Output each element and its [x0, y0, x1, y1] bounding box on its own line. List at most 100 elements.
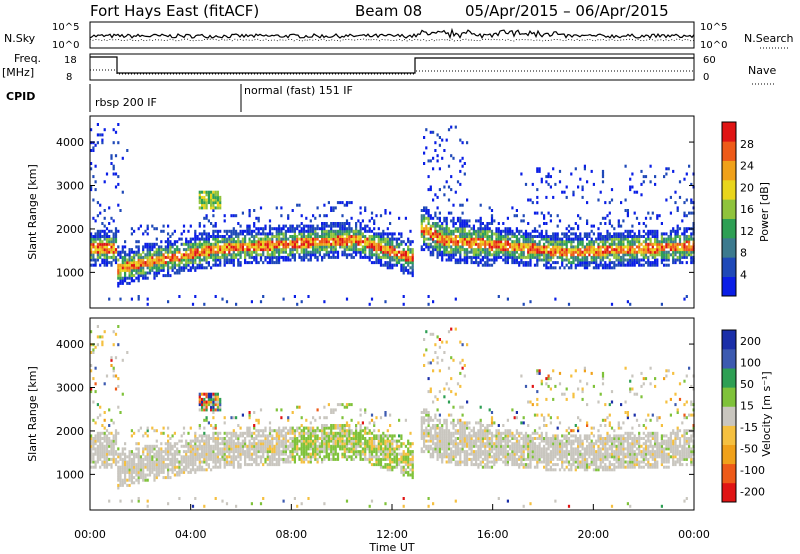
power-cell: [475, 240, 478, 244]
power-cell: [316, 206, 319, 210]
power-cell: [558, 266, 562, 270]
power-colorbar-tick-6: 4: [740, 268, 747, 281]
power-cell: [545, 261, 548, 265]
power-cell: [137, 297, 140, 301]
power-cell: [130, 261, 133, 265]
power-cell: [124, 240, 127, 244]
power-cell: [128, 266, 131, 270]
power-cell: [198, 224, 201, 228]
power-cell: [253, 245, 256, 249]
velocity-cell: [201, 468, 204, 472]
power-cell: [561, 190, 564, 194]
power-cell: [345, 235, 349, 238]
power-cell: [185, 237, 188, 241]
velocity-cell: [101, 450, 104, 454]
power-cell: [447, 242, 451, 246]
power-cell: [169, 240, 172, 244]
beam-title: Beam 08: [355, 2, 422, 20]
velocity-cell: [325, 442, 328, 446]
power-cell: [146, 250, 149, 254]
power-cell: [384, 250, 387, 254]
power-cell: [420, 248, 423, 252]
velocity-cell: [225, 502, 229, 506]
power-cell: [314, 237, 317, 241]
velocity-cell: [142, 476, 145, 480]
power-cell: [287, 255, 290, 259]
power-cell: [237, 245, 240, 249]
power-cell: [500, 248, 503, 252]
power-cell: [468, 232, 471, 236]
velocity-cell: [92, 437, 95, 440]
power-cell: [672, 261, 675, 265]
power-cell: [278, 227, 281, 231]
power-cell: [613, 232, 616, 236]
power-cell: [660, 248, 663, 252]
velocity-cell: [264, 457, 267, 461]
velocity-cell: [264, 450, 267, 454]
velocity-cell: [232, 444, 235, 448]
power-cell: [604, 250, 607, 254]
power-cell: [524, 237, 528, 241]
power-cell: [561, 242, 564, 246]
power-cell: [223, 245, 226, 249]
power-cell: [126, 281, 129, 285]
power-cell: [336, 237, 340, 241]
power-cell: [647, 229, 650, 233]
power-cell: [155, 266, 158, 270]
power-cell: [447, 235, 451, 238]
power-cell: [225, 253, 229, 257]
power-cell: [533, 263, 537, 267]
power-cell: [160, 248, 163, 252]
velocity-cell: [262, 463, 265, 467]
velocity-cell: [160, 447, 163, 451]
velocity-cell: [300, 442, 303, 446]
power-cell: [633, 240, 636, 244]
power-cell: [112, 248, 115, 252]
power-cell: [359, 248, 362, 252]
velocity-cell: [212, 457, 215, 461]
power-cell: [579, 240, 582, 244]
power-cell: [651, 250, 654, 254]
power-cell: [244, 248, 247, 252]
power-cell: [545, 180, 548, 184]
power-cell: [133, 253, 136, 257]
power-cell: [549, 263, 552, 267]
power-cell: [429, 229, 432, 233]
velocity-cell: [262, 455, 265, 459]
velocity-cell: [330, 450, 333, 454]
power-cell: [323, 229, 326, 233]
velocity-cell: [214, 463, 217, 467]
power-cell: [470, 227, 473, 231]
velocity-cell: [191, 447, 195, 451]
velocity-cell: [101, 335, 104, 339]
velocity-cell: [119, 411, 122, 414]
power-cell: [488, 237, 491, 241]
power-cell: [287, 237, 290, 241]
power-cell: [538, 242, 541, 246]
power-cell: [604, 237, 607, 241]
power-cell: [500, 242, 503, 246]
velocity-cell: [108, 450, 111, 454]
power-cell: [463, 248, 466, 252]
power-cell: [463, 224, 466, 228]
velocity-cell: [327, 457, 330, 461]
power-cell: [185, 248, 188, 252]
power-cell: [683, 240, 686, 244]
velocity-cell: [144, 455, 147, 459]
power-cell: [468, 240, 471, 244]
power-cell: [472, 237, 475, 241]
velocity-cell: [321, 444, 324, 448]
power-cell: [379, 237, 383, 241]
power-cell: [182, 268, 186, 272]
power-cell: [105, 240, 109, 244]
power-cell: [663, 248, 666, 252]
velocity-cell: [237, 442, 240, 446]
power-cell: [225, 255, 229, 259]
velocity-cell: [191, 444, 195, 448]
power-cell: [495, 250, 498, 254]
power-cell: [543, 250, 546, 254]
power-cell: [386, 227, 389, 231]
power-cell: [257, 242, 260, 246]
power-cell: [189, 245, 192, 249]
power-cell: [545, 222, 548, 225]
